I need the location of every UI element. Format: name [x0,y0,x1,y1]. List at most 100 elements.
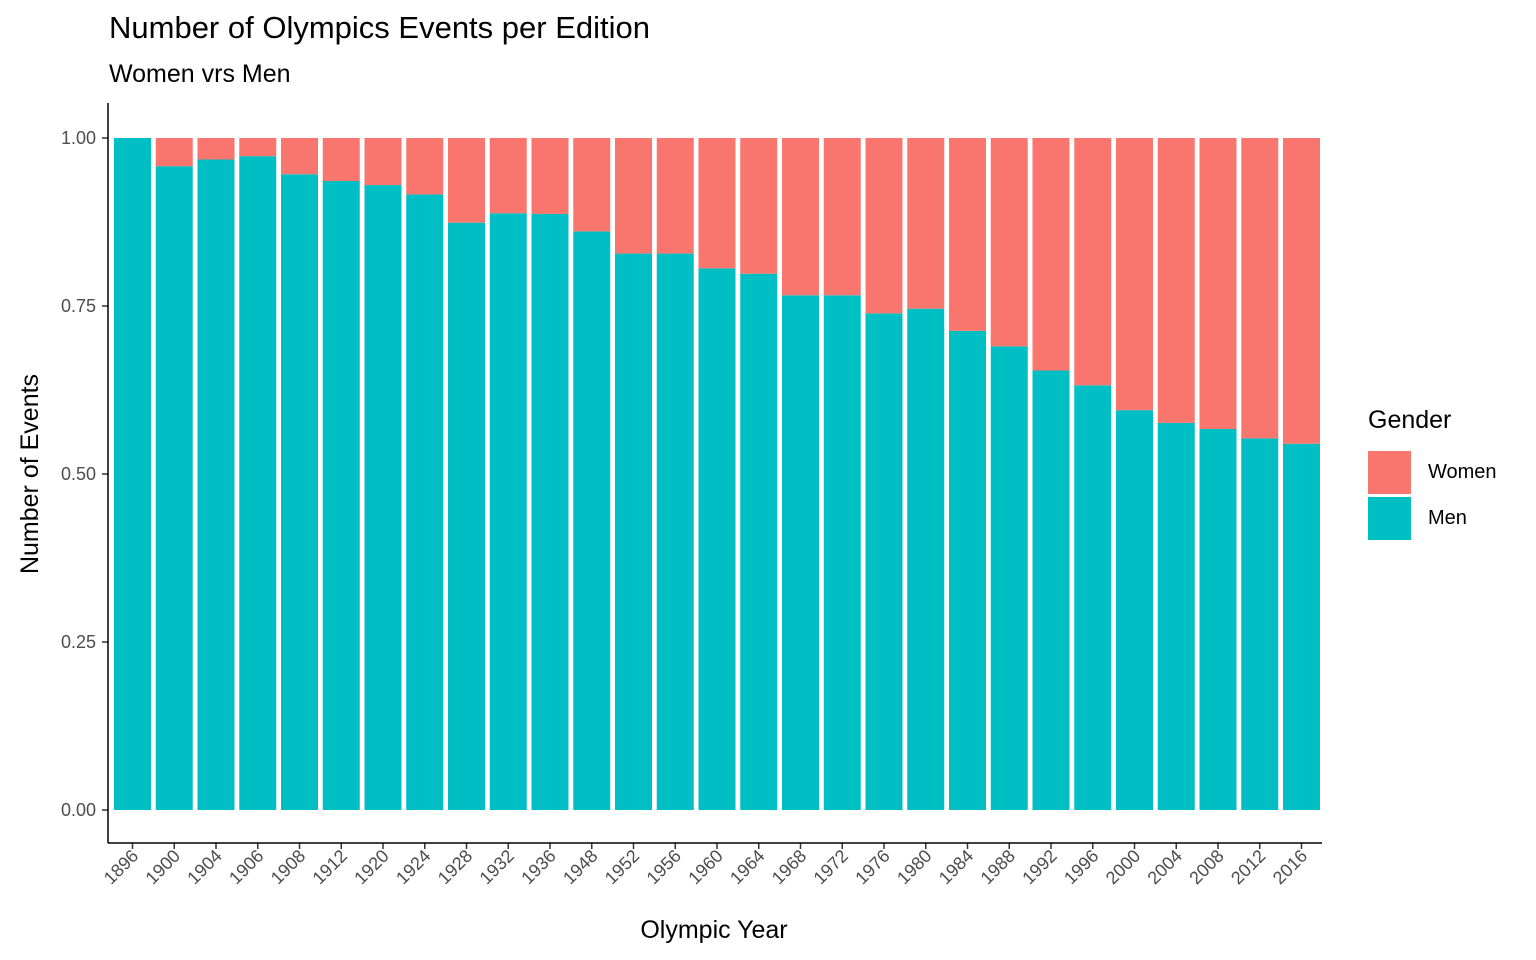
legend-label-women: Women [1428,461,1497,483]
x-tick-label-1976: 1976 [851,846,893,888]
y-tick-label-0.50: 0.50 [61,464,96,484]
bar-women-2004 [1157,138,1195,423]
chart-subtitle: Women vrs Men [109,60,291,88]
bar-men-1906 [239,156,277,811]
bar-women-1996 [1074,138,1112,386]
bar-men-1904 [197,159,235,810]
bar-women-2000 [1116,138,1153,411]
y-tick-label-0.75: 0.75 [61,296,96,316]
bar-men-1920 [364,185,402,811]
bar-men-1952 [615,253,652,811]
bar-women-1912 [322,138,360,182]
legend-swatch-women [1368,451,1411,494]
x-tick-label-1924: 1924 [392,846,434,888]
bar-men-1924 [406,194,444,810]
x-tick-label-2016: 2016 [1269,846,1311,888]
bar-men-2012 [1241,438,1279,810]
x-tick-label-2004: 2004 [1144,846,1186,888]
bar-men-2000 [1116,410,1153,810]
bar-men-1932 [489,213,527,810]
bar-men-1968 [782,295,819,810]
bar-women-1984 [949,138,986,331]
bar-men-1956 [656,253,694,811]
x-tick-label-1996: 1996 [1060,846,1102,888]
bar-women-1956 [656,138,694,254]
bar-men-1976 [865,313,903,810]
bar-men-1964 [740,273,778,810]
x-tick-label-1992: 1992 [1018,846,1060,888]
x-tick-label-2008: 2008 [1185,846,1227,888]
x-tick-label-1964: 1964 [726,846,768,888]
x-tick-label-1948: 1948 [559,846,601,888]
bar-women-1964 [740,138,778,274]
x-tick-label-1968: 1968 [768,846,810,888]
x-tick-label-1906: 1906 [225,846,267,888]
x-tick-label-1960: 1960 [684,846,726,888]
x-tick-label-1956: 1956 [643,846,685,888]
y-axis-label: Number of Events [16,374,44,574]
x-tick-label-1908: 1908 [267,846,309,888]
bar-men-1972 [823,295,861,810]
y-tick-label-0.25: 0.25 [61,632,96,652]
bar-women-1908 [281,138,318,175]
bar-women-1952 [615,138,652,254]
x-tick-label-1972: 1972 [810,846,852,888]
bar-men-1908 [281,174,318,811]
bar-men-1992 [1032,370,1070,810]
x-tick-label-1896: 1896 [100,846,142,888]
legend-title: Gender [1368,406,1452,434]
x-tick-label-1988: 1988 [977,846,1019,888]
bar-men-1912 [322,181,360,810]
bar-men-2008 [1199,428,1237,810]
bar-women-1992 [1032,138,1070,371]
bar-women-1968 [782,138,819,296]
chart-title: Number of Olympics Events per Edition [109,10,650,45]
x-tick-label-1900: 1900 [142,846,184,888]
bar-women-1904 [197,138,235,160]
bar-women-2016 [1283,138,1320,444]
bar-men-1928 [448,222,485,810]
x-axis-label: Olympic Year [640,916,787,944]
y-tick-label-1.00: 1.00 [61,128,96,148]
x-tick-label-1912: 1912 [309,846,351,888]
legend-item-women: Women [1368,451,1497,494]
bar-men-1900 [155,166,193,810]
x-tick-label-2012: 2012 [1227,846,1269,888]
bar-women-1936 [531,138,569,214]
bar-women-1920 [364,138,402,186]
bar-women-2008 [1199,138,1237,429]
x-tick-label-1952: 1952 [601,846,643,888]
legend-item-men: Men [1368,497,1467,540]
bar-women-1960 [698,138,736,269]
bar-men-1948 [573,231,611,810]
bar-women-1932 [489,138,527,214]
bar-women-1928 [448,138,485,223]
x-tick-label-1936: 1936 [517,846,559,888]
bar-women-1906 [239,138,277,157]
bar-women-1924 [406,138,444,195]
bar-men-1936 [531,213,569,810]
x-tick-label-1904: 1904 [183,846,225,888]
legend-swatch-men [1368,497,1411,540]
bar-women-1988 [990,138,1028,347]
x-tick-label-1920: 1920 [350,846,392,888]
x-tick-label-2000: 2000 [1102,846,1144,888]
x-tick-label-1984: 1984 [935,846,977,888]
bar-men-2004 [1157,422,1195,810]
bar-men-1896 [114,138,151,810]
bar-women-1976 [865,138,903,314]
bar-men-1996 [1074,385,1112,810]
bar-men-1980 [907,308,945,810]
bar-women-2012 [1241,138,1279,439]
bar-men-1988 [990,346,1028,810]
bar-women-1980 [907,138,945,309]
bar-men-1960 [698,268,736,810]
bar-women-1948 [573,138,611,232]
x-tick-label-1932: 1932 [476,846,518,888]
legend-label-men: Men [1428,507,1467,529]
x-tick-label-1980: 1980 [893,846,935,888]
bar-women-1972 [823,138,861,296]
y-tick-label-0.00: 0.00 [61,800,96,820]
bar-women-1900 [155,138,193,167]
